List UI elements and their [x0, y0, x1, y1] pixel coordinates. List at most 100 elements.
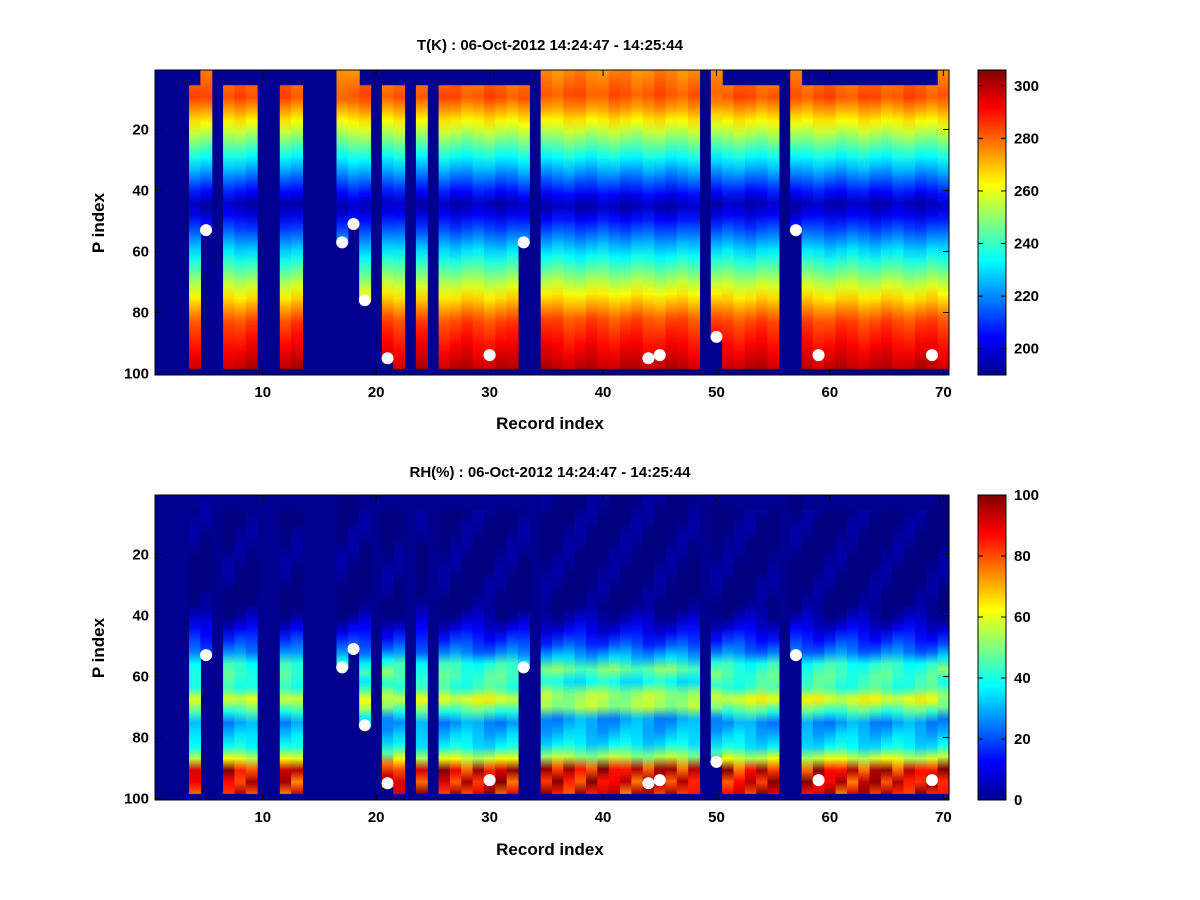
x-tick-label: 20 [368, 809, 385, 826]
heatmap-column [665, 70, 678, 369]
heatmap-column [620, 70, 632, 369]
heatmap-column [483, 85, 496, 369]
heatmap-column [279, 510, 292, 794]
heatmap-column [449, 85, 462, 369]
heatmap-column [381, 510, 394, 788]
heatmap-column [563, 70, 576, 369]
heatmap-column [733, 510, 746, 794]
heatmap-column [461, 85, 474, 369]
heatmap-column [846, 85, 859, 369]
heatmap-column [722, 85, 735, 369]
heatmap-column [756, 85, 769, 369]
heatmap-column [393, 85, 406, 369]
heatmap-column [563, 495, 576, 794]
data-marker [358, 294, 371, 307]
heatmap-column [937, 70, 950, 369]
heatmap-column [552, 495, 564, 794]
heatmap-column [540, 70, 553, 369]
heatmap-column [824, 85, 837, 369]
temperature-heatmap [189, 70, 950, 369]
heatmap-column [767, 85, 780, 369]
data-marker [642, 777, 655, 790]
heatmap-column [688, 70, 701, 369]
humidity-y-label: P index [89, 617, 108, 678]
heatmap-column [880, 85, 893, 369]
heatmap-column [676, 70, 689, 369]
heatmap-column [676, 495, 689, 794]
data-marker [381, 777, 394, 790]
heatmap-column [892, 85, 905, 369]
heatmap-column [574, 70, 587, 369]
heatmap-column [790, 495, 803, 657]
data-marker [925, 774, 938, 787]
heatmap-column [654, 70, 667, 369]
heatmap-column [200, 495, 213, 657]
data-marker [200, 649, 213, 662]
heatmap-column [245, 510, 258, 794]
heatmap-column [710, 495, 723, 764]
data-marker [925, 349, 938, 362]
heatmap-column [654, 495, 667, 794]
heatmap-column [461, 510, 474, 794]
heatmap-column [620, 495, 632, 794]
heatmap-column [223, 510, 235, 794]
heatmap-column [744, 510, 757, 794]
heatmap-column [506, 510, 519, 794]
heatmap-column [597, 495, 610, 794]
data-marker [347, 643, 360, 656]
temperature-y-label: P index [89, 192, 108, 253]
heatmap-column [359, 510, 372, 727]
data-marker [483, 774, 496, 787]
y-tick-label: 60 [132, 243, 149, 260]
data-marker [381, 352, 394, 365]
heatmap-column [381, 85, 394, 363]
heatmap-column [279, 85, 292, 369]
heatmap-column [415, 510, 428, 794]
heatmap-column [495, 510, 508, 794]
temperature-x-label: Record index [496, 414, 604, 433]
heatmap-column [812, 510, 825, 794]
humidity-title: RH(%) : 06-Oct-2012 14:24:47 - 14:25:44 [410, 464, 692, 481]
data-marker [812, 349, 825, 362]
x-tick-label: 70 [935, 384, 952, 401]
colorbar-tick-label: 40 [1014, 670, 1031, 687]
data-marker [200, 224, 213, 237]
heatmap-column [347, 70, 360, 226]
plot-frame [154, 494, 950, 801]
heatmap-column [336, 495, 349, 669]
y-tick-label: 100 [124, 365, 149, 382]
data-marker [789, 224, 802, 237]
heatmap-column [642, 495, 655, 794]
heatmap-column [393, 510, 406, 794]
temperature-colorbar: 200 220 240 260 280 300 [977, 69, 1039, 376]
x-tick-label: 30 [481, 384, 498, 401]
x-tick-label: 40 [595, 384, 612, 401]
heatmap-column [608, 70, 621, 369]
heatmap-column [223, 85, 235, 369]
x-tick-label: 20 [368, 384, 385, 401]
heatmap-column [926, 510, 939, 794]
heatmap-column [517, 85, 530, 244]
heatmap-column [665, 495, 678, 794]
data-marker [789, 649, 802, 662]
heatmap-column [189, 85, 201, 369]
heatmap-column [812, 85, 825, 369]
heatmap-column [631, 495, 644, 794]
heatmap-column [733, 85, 746, 369]
plot-frame [154, 69, 950, 376]
data-marker [517, 236, 530, 249]
heatmap-column [790, 70, 803, 232]
heatmap-column [597, 70, 610, 369]
heatmap-column [359, 85, 372, 302]
heatmap-column [835, 510, 848, 794]
data-marker [358, 719, 371, 732]
data-marker [483, 349, 496, 362]
heatmap-column [801, 510, 814, 794]
humidity-panel: RH(%) : 06-Oct-2012 14:24:47 - 14:25:44 … [89, 464, 1039, 859]
humidity-markers [200, 643, 938, 790]
heatmap-column [291, 85, 304, 369]
heatmap-column [347, 495, 360, 651]
data-marker [710, 330, 723, 343]
heatmap-column [415, 85, 428, 369]
heatmap-column [824, 510, 837, 794]
